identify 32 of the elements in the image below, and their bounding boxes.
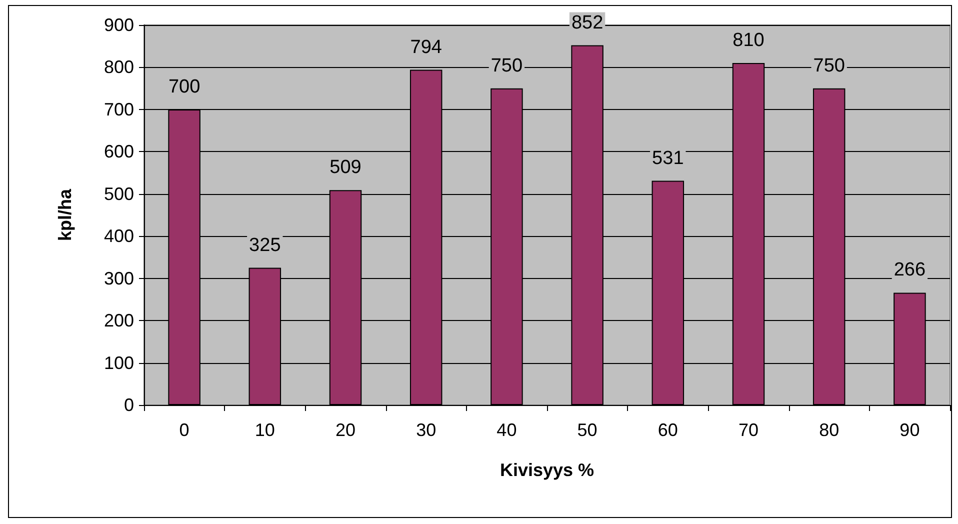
y-tick-label: 100 [104, 352, 134, 373]
data-label: 750 [813, 55, 845, 76]
x-tick-label: 90 [900, 420, 920, 440]
y-tick-label: 900 [104, 15, 134, 35]
y-tick-label: 400 [104, 226, 134, 246]
data-label: 325 [249, 234, 281, 256]
y-tick-label: 200 [104, 310, 134, 331]
x-tick-label: 60 [658, 420, 678, 440]
data-label: 509 [330, 157, 362, 178]
x-tick-label: 30 [416, 420, 436, 440]
data-label: 700 [168, 76, 200, 98]
data-label: 531 [652, 148, 684, 169]
data-label: 852 [571, 12, 604, 34]
data-label: 794 [410, 36, 442, 58]
x-tick-label: 10 [254, 420, 275, 440]
x-tick-label: 0 [179, 420, 190, 440]
x-tick-label: 80 [819, 420, 840, 440]
y-tick-label: 800 [104, 57, 134, 78]
y-tick-label: 0 [124, 395, 134, 415]
data-label: 810 [732, 30, 764, 51]
y-tick-label: 600 [104, 142, 134, 162]
x-tick-label: 70 [738, 420, 759, 440]
x-tick-label: 50 [577, 420, 598, 440]
data-label: 266 [894, 260, 926, 281]
y-tick-label: 700 [104, 99, 134, 120]
y-tick-label: 300 [104, 268, 134, 288]
y-axis-title: kpl/ha [55, 188, 75, 242]
y-tick-label: 500 [104, 184, 134, 204]
x-tick-label: 40 [496, 420, 517, 440]
x-tick-label: 20 [335, 420, 356, 440]
x-axis-title: Kivisyys % [500, 460, 594, 480]
data-label: 750 [490, 55, 523, 76]
